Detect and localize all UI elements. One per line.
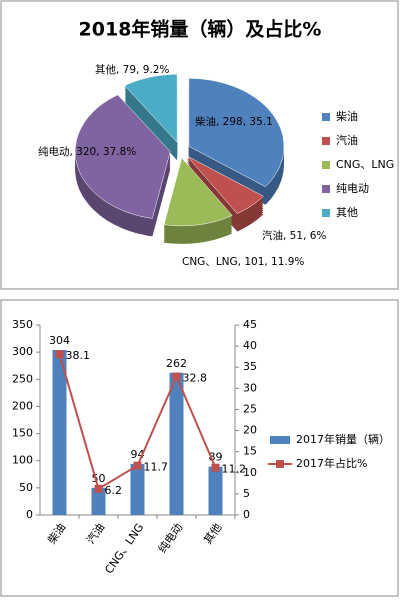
legend-swatch xyxy=(270,436,290,444)
y-tick-label: 0 xyxy=(26,508,33,521)
chart-title: 2018年销量（辆）及占比% xyxy=(79,18,322,41)
y2-tick-label: 25 xyxy=(243,402,257,415)
slice xyxy=(186,155,264,214)
y-tick-label: 100 xyxy=(12,454,33,467)
legend-swatch xyxy=(322,209,330,217)
legend-swatch xyxy=(322,113,330,121)
y-tick-label: 350 xyxy=(12,318,33,331)
y2-tick-label: 40 xyxy=(243,339,257,352)
data-label: 11.2 xyxy=(222,463,247,476)
y2-tick-label: 20 xyxy=(243,424,257,437)
data-label: 38.1 xyxy=(66,349,91,362)
slice xyxy=(124,74,178,143)
legend-label: 2017年销量（辆） xyxy=(296,432,390,446)
data-label: 262 xyxy=(166,357,187,370)
line-marker xyxy=(133,461,142,470)
line-marker xyxy=(55,350,64,359)
data-label: 304 xyxy=(49,334,70,347)
data-label: 6.2 xyxy=(105,484,123,497)
bar xyxy=(130,463,145,515)
y2-tick-label: 30 xyxy=(243,381,257,394)
legend-swatch xyxy=(322,137,330,145)
data-label: 11.7 xyxy=(144,461,169,474)
y2-tick-label: 35 xyxy=(243,360,257,373)
data-label: 32.8 xyxy=(183,372,208,385)
y2-tick-label: 0 xyxy=(243,508,250,521)
y-tick-label: 250 xyxy=(12,372,33,385)
y2-tick-label: 5 xyxy=(243,487,250,500)
legend-label: CNG、LNG xyxy=(336,158,394,171)
line-marker xyxy=(211,463,220,472)
y2-tick-label: 45 xyxy=(243,318,257,331)
legend-swatch xyxy=(276,460,284,468)
legend-label: 柴油 xyxy=(336,109,358,123)
legend-label: 其他 xyxy=(336,206,358,219)
data-label: 纯电动, 320, 37.8% xyxy=(38,145,136,158)
bar xyxy=(208,466,223,515)
bar xyxy=(91,487,106,515)
line-marker xyxy=(172,372,181,381)
legend-swatch xyxy=(322,185,330,193)
y2-tick-label: 10 xyxy=(243,466,257,479)
y-tick-label: 300 xyxy=(12,345,33,358)
legend-swatch xyxy=(322,161,330,169)
legend-label: 汽油 xyxy=(336,133,358,147)
y-tick-label: 50 xyxy=(19,481,33,494)
slice xyxy=(163,157,233,227)
bar xyxy=(52,349,67,515)
data-label: CNG、LNG, 101, 11.9% xyxy=(182,256,304,268)
y-tick-label: 200 xyxy=(12,399,33,412)
line-marker xyxy=(94,484,103,493)
slice xyxy=(188,78,285,188)
combo-frame xyxy=(0,299,399,597)
data-label: 汽油, 51, 6% xyxy=(262,229,326,242)
bar xyxy=(169,372,184,515)
legend-label: 纯电动 xyxy=(336,182,369,195)
y-tick-label: 150 xyxy=(12,427,33,440)
data-label: 其他, 79, 9.2% xyxy=(95,63,169,76)
slice xyxy=(74,94,171,219)
legend-label: 2017年占比% xyxy=(296,456,367,470)
y2-tick-label: 15 xyxy=(243,445,257,458)
data-label: 柴油, 298, 35.1 xyxy=(195,115,273,128)
